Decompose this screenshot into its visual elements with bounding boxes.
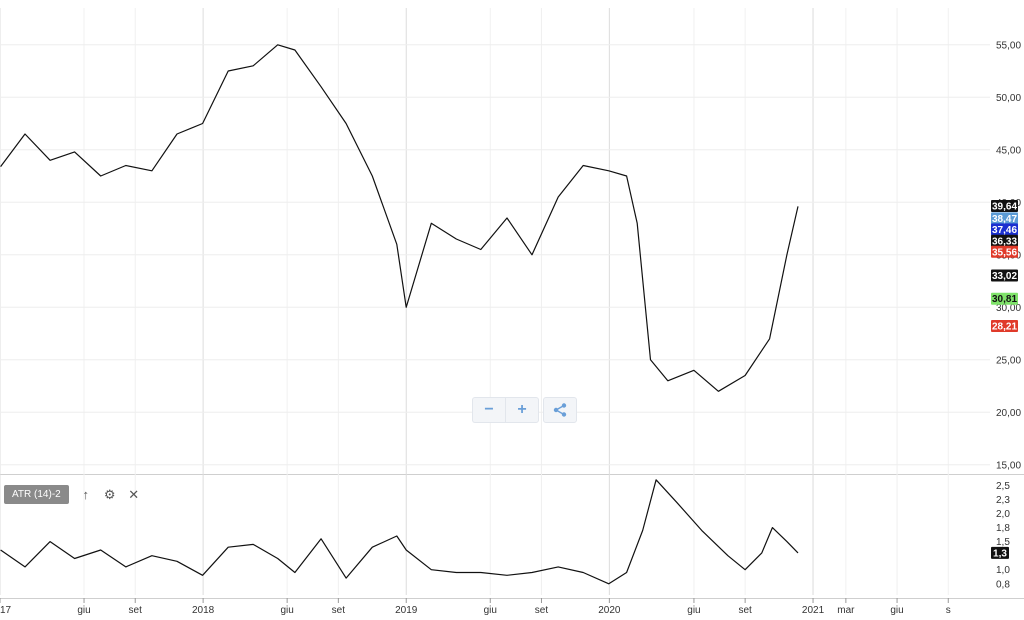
x-tick-label: 2017 [0,605,12,616]
atr-y-tick-label: 1,0 [996,565,1010,576]
x-tick-label: set [332,605,346,616]
price-tag: 33,02 [991,269,1018,282]
atr-y-tick-label: 1,8 [996,523,1010,534]
atr-tag-box [991,546,1009,559]
price-tag: 30,81 [991,292,1018,305]
atr-y-tick-label: 2,3 [996,495,1010,506]
x-axis: 2017 giu set 2018 giu set 2019 giu set 2020 giu set… [0,598,951,616]
price-tag-box [991,234,1018,247]
atr-line [0,479,799,585]
arrow-up-icon[interactable]: ↑ [82,487,89,502]
indicator-label[interactable]: ATR (14)-2 [4,485,69,504]
price-tag-box [991,223,1018,236]
grid-lines [0,8,1024,599]
x-tick-label: set [129,605,143,616]
price-tag-value: 33,02 [992,271,1017,282]
price-tag: 37,46 [991,223,1018,236]
share-button[interactable] [543,397,577,423]
x-tick-label: giu [687,605,700,616]
x-tick-label: set [535,605,549,616]
atr-y-tick-label: 1,5 [996,537,1010,548]
price-tag-value: 35,56 [992,247,1017,258]
atr-tag-value: 1,3 [993,548,1007,559]
price-tag: 28,21 [991,320,1018,333]
price-tag-box [991,245,1018,258]
price-tag-value: 39,64 [992,202,1017,213]
x-tick-label: 2021 [802,605,825,616]
price-tag: 38,47 [991,212,1018,225]
zoom-controls: − + [472,397,577,423]
x-tick-label: giu [890,605,903,616]
x-tick-label: giu [280,605,293,616]
price-tag: 35,56 [991,245,1018,258]
y-tick-label: 50,00 [996,93,1021,104]
price-tag-value: 28,21 [992,322,1017,333]
price-tag-value: 37,46 [992,225,1017,236]
atr-series-layer [0,479,799,585]
zoom-out-button[interactable]: − [472,397,505,423]
atr-tag: 1,3 [991,546,1009,559]
y-tick-label: 55,00 [996,40,1021,51]
price-tag-box [991,200,1018,213]
price-tag-value: 38,47 [992,214,1017,225]
x-tick-label: 2019 [395,605,418,616]
price-tag-box [991,320,1018,333]
x-tick-label: mar [837,605,855,616]
x-tick-label: giu [484,605,497,616]
atr-y-tick-label: 2,5 [996,481,1010,492]
close-icon[interactable]: ✕ [128,486,140,502]
gear-icon[interactable]: ⚙ [103,486,116,502]
price-line [0,44,799,392]
price-tag-value: 30,81 [992,294,1017,305]
price-tag: 39,64 [991,200,1018,213]
atr-y-tick-label: 2,0 [996,509,1010,520]
x-tick-label: giu [77,605,90,616]
x-tick-label: 2018 [192,605,215,616]
zoom-group: − + [472,397,539,423]
price-tag-box [991,212,1018,225]
x-tick-label: 2020 [598,605,621,616]
price-tag-box [991,269,1018,282]
share-icon [553,403,567,417]
price-series-layer [0,44,799,392]
atr-y-tick-label: 0,8 [996,579,1010,590]
price-tag: 36,33 [991,234,1018,247]
y-tick-label: 25,00 [996,355,1021,366]
y-tick-label: 15,00 [996,460,1021,471]
atr-y-axis: 2,5 2,3 2,0 1,8 1,5 1,0 0,8 [996,481,1010,590]
price-tag-value: 36,33 [992,236,1017,247]
y-tick-label: 20,00 [996,408,1021,419]
x-tick-label: set [738,605,752,616]
y-tick-label: 45,00 [996,145,1021,156]
indicator-toolbar: ATR (14)-2 ↑ ⚙ ✕ [4,485,141,504]
y-tick-label: 30,00 [996,303,1021,314]
price-tag-box [991,292,1018,305]
x-tick-label: s [946,605,951,616]
zoom-in-button[interactable]: + [505,397,539,423]
